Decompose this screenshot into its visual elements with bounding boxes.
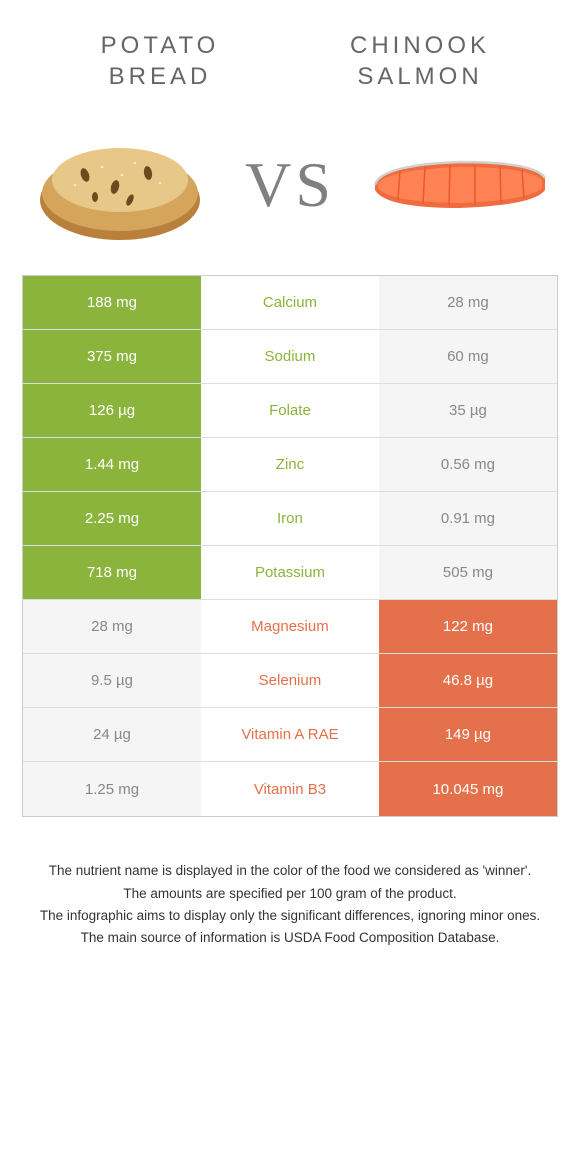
nutrient-name-cell: Sodium	[201, 330, 379, 383]
nutrient-name-cell: Magnesium	[201, 600, 379, 653]
nutrient-name-cell: Potassium	[201, 546, 379, 599]
nutrient-name-cell: Zinc	[201, 438, 379, 491]
right-value-cell: 149 µg	[379, 708, 557, 761]
nutrient-name-cell: Iron	[201, 492, 379, 545]
left-value-cell: 1.25 mg	[23, 762, 201, 816]
left-value-cell: 375 mg	[23, 330, 201, 383]
right-value-cell: 0.91 mg	[379, 492, 557, 545]
table-row: 28 mgMagnesium122 mg	[23, 600, 557, 654]
title-left-line1: POTATO	[101, 32, 220, 59]
nutrient-name-cell: Selenium	[201, 654, 379, 707]
table-row: 126 µgFolate35 µg	[23, 384, 557, 438]
right-value-cell: 0.56 mg	[379, 438, 557, 491]
food-image-right	[365, 120, 555, 250]
nutrient-name-cell: Calcium	[201, 276, 379, 329]
right-value-cell: 46.8 µg	[379, 654, 557, 707]
left-value-cell: 188 mg	[23, 276, 201, 329]
footnote-line: The infographic aims to display only the…	[30, 906, 550, 926]
footnotes: The nutrient name is displayed in the co…	[0, 817, 580, 960]
left-value-cell: 28 mg	[23, 600, 201, 653]
table-row: 375 mgSodium60 mg	[23, 330, 557, 384]
left-value-cell: 718 mg	[23, 546, 201, 599]
table-row: 1.44 mgZinc0.56 mg	[23, 438, 557, 492]
left-value-cell: 1.44 mg	[23, 438, 201, 491]
images-row: VS	[0, 102, 580, 275]
food-title-right: CHINOOK SALMON	[310, 30, 530, 92]
footnote-line: The amounts are specified per 100 gram o…	[30, 884, 550, 904]
title-left-line2: BREAD	[109, 63, 212, 90]
salmon-icon	[370, 150, 550, 220]
table-row: 188 mgCalcium28 mg	[23, 276, 557, 330]
table-row: 718 mgPotassium505 mg	[23, 546, 557, 600]
header: POTATO BREAD CHINOOK SALMON	[0, 0, 580, 102]
right-value-cell: 122 mg	[379, 600, 557, 653]
right-value-cell: 28 mg	[379, 276, 557, 329]
food-image-left	[25, 120, 215, 250]
food-title-left: POTATO BREAD	[50, 30, 270, 92]
left-value-cell: 126 µg	[23, 384, 201, 437]
nutrient-name-cell: Vitamin B3	[201, 762, 379, 816]
left-value-cell: 24 µg	[23, 708, 201, 761]
nutrient-name-cell: Folate	[201, 384, 379, 437]
title-right-line1: CHINOOK	[350, 32, 490, 59]
title-right-line2: SALMON	[357, 63, 482, 90]
table-row: 1.25 mgVitamin B310.045 mg	[23, 762, 557, 816]
footnote-line: The main source of information is USDA F…	[30, 928, 550, 948]
table-row: 24 µgVitamin A RAE149 µg	[23, 708, 557, 762]
bread-icon	[30, 125, 210, 245]
table-row: 9.5 µgSelenium46.8 µg	[23, 654, 557, 708]
right-value-cell: 35 µg	[379, 384, 557, 437]
right-value-cell: 505 mg	[379, 546, 557, 599]
vs-label: VS	[245, 148, 335, 222]
comparison-table: 188 mgCalcium28 mg375 mgSodium60 mg126 µ…	[22, 275, 558, 817]
right-value-cell: 10.045 mg	[379, 762, 557, 816]
table-row: 2.25 mgIron0.91 mg	[23, 492, 557, 546]
right-value-cell: 60 mg	[379, 330, 557, 383]
nutrient-name-cell: Vitamin A RAE	[201, 708, 379, 761]
left-value-cell: 9.5 µg	[23, 654, 201, 707]
left-value-cell: 2.25 mg	[23, 492, 201, 545]
footnote-line: The nutrient name is displayed in the co…	[30, 861, 550, 881]
